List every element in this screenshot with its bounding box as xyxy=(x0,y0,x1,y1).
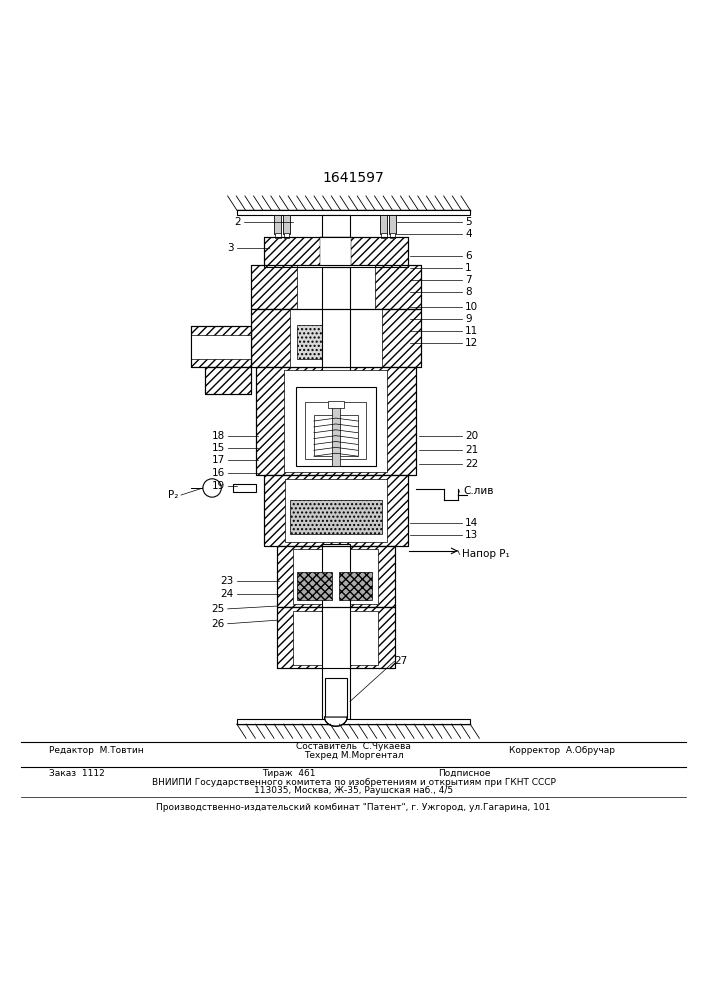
Bar xyxy=(256,367,416,475)
Text: 11: 11 xyxy=(465,326,479,336)
Text: 2: 2 xyxy=(234,217,240,227)
Text: Корректор  А.Обручар: Корректор А.Обручар xyxy=(509,746,615,755)
Text: 19: 19 xyxy=(211,481,225,491)
Bar xyxy=(237,210,470,215)
Text: 4: 4 xyxy=(465,229,472,239)
Bar xyxy=(237,719,470,724)
Bar xyxy=(293,549,378,604)
Bar xyxy=(205,367,251,394)
Text: 5: 5 xyxy=(465,217,472,227)
Bar xyxy=(256,367,416,475)
Bar xyxy=(290,309,382,367)
Bar xyxy=(205,367,251,394)
Bar xyxy=(296,387,376,466)
Text: Составитель  С.Чукаева: Составитель С.Чукаева xyxy=(296,742,411,751)
Text: ВНИИПИ Государственного комитета по изобретениям и открытиям при ГКНТ СССР: ВНИИПИ Государственного комитета по изоб… xyxy=(151,778,556,787)
Bar xyxy=(297,265,375,309)
Bar xyxy=(297,572,332,600)
Bar xyxy=(191,335,251,359)
Bar xyxy=(305,402,366,459)
Bar xyxy=(251,265,421,309)
Bar xyxy=(297,325,334,359)
Bar xyxy=(322,215,350,274)
Bar xyxy=(277,607,395,668)
Bar xyxy=(381,233,387,238)
Text: 26: 26 xyxy=(211,619,225,629)
Text: Производственно-издательский комбинат "Патент", г. Ужгород, ул.Гагарина, 101: Производственно-издательский комбинат "П… xyxy=(156,803,551,812)
Text: Редактор  М.Товтин: Редактор М.Товтин xyxy=(49,746,144,755)
Bar xyxy=(296,387,376,466)
Bar xyxy=(290,500,382,534)
Bar xyxy=(274,215,281,234)
Bar xyxy=(328,401,344,408)
Text: 12: 12 xyxy=(465,338,479,348)
Text: 15: 15 xyxy=(211,443,225,453)
Bar xyxy=(251,265,421,309)
Bar xyxy=(284,233,289,238)
Text: P₂: P₂ xyxy=(168,490,178,500)
Text: 10: 10 xyxy=(465,302,479,312)
Bar xyxy=(325,678,347,717)
Bar xyxy=(322,267,350,415)
Text: 7: 7 xyxy=(465,275,472,285)
Text: 16: 16 xyxy=(211,468,225,478)
Bar xyxy=(264,237,408,267)
Text: 17: 17 xyxy=(211,455,225,465)
Bar xyxy=(277,546,395,607)
Polygon shape xyxy=(325,717,347,726)
Text: 6: 6 xyxy=(465,251,472,261)
Text: 23: 23 xyxy=(220,576,233,586)
Text: 24: 24 xyxy=(220,589,233,599)
Bar xyxy=(389,215,396,234)
Bar xyxy=(332,402,340,466)
Text: 14: 14 xyxy=(465,518,479,528)
Text: Напор Р₁: Напор Р₁ xyxy=(462,549,510,559)
Text: 1: 1 xyxy=(465,263,472,273)
Text: 8: 8 xyxy=(465,287,472,297)
Text: 3: 3 xyxy=(227,243,233,253)
Text: С.лив: С.лив xyxy=(463,486,493,496)
Bar xyxy=(285,479,387,542)
Bar xyxy=(390,233,395,238)
Text: 22: 22 xyxy=(465,459,479,469)
Text: 21: 21 xyxy=(465,445,479,455)
Text: Техред М.Моргентал: Техред М.Моргентал xyxy=(304,751,403,760)
Bar xyxy=(320,237,351,267)
Bar xyxy=(264,475,408,546)
Bar xyxy=(283,215,290,234)
Bar xyxy=(284,370,387,472)
Bar xyxy=(314,415,358,456)
Bar xyxy=(277,546,395,607)
Bar xyxy=(380,215,387,234)
Text: 20: 20 xyxy=(465,431,479,441)
Bar xyxy=(277,607,395,668)
Bar xyxy=(191,326,251,367)
Text: 9: 9 xyxy=(465,314,472,324)
Text: 27: 27 xyxy=(395,656,408,666)
Bar xyxy=(264,475,408,546)
Text: Подписное: Подписное xyxy=(438,769,491,778)
Text: Заказ  1112: Заказ 1112 xyxy=(49,769,105,778)
Text: 13: 13 xyxy=(465,530,479,540)
Bar xyxy=(339,572,372,600)
Circle shape xyxy=(203,479,221,497)
Bar xyxy=(251,309,421,367)
Bar xyxy=(322,544,350,719)
Text: 25: 25 xyxy=(211,604,225,614)
Text: 113035, Москва, Ж-35, Раушская наб., 4/5: 113035, Москва, Ж-35, Раушская наб., 4/5 xyxy=(254,786,453,795)
Bar xyxy=(264,237,408,267)
Bar xyxy=(233,484,256,492)
Bar xyxy=(275,233,281,238)
Bar xyxy=(293,611,378,665)
Text: 18: 18 xyxy=(211,431,225,441)
Bar xyxy=(191,326,251,367)
Bar xyxy=(251,309,421,367)
Text: Тираж  461: Тираж 461 xyxy=(262,769,315,778)
Text: 1641597: 1641597 xyxy=(322,171,385,185)
